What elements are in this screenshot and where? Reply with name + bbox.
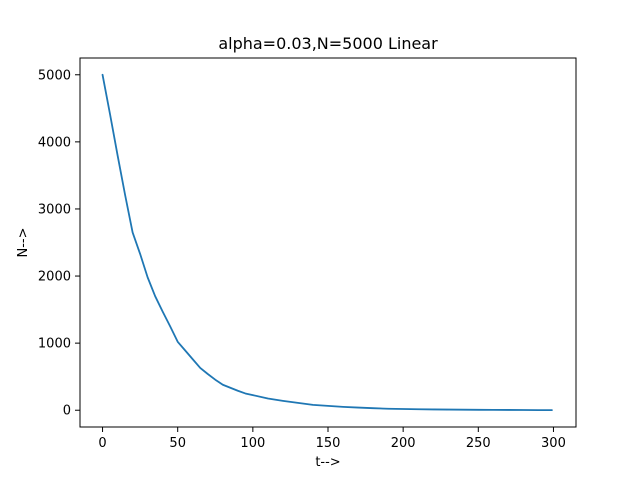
y-tick-label: 5000 <box>38 68 71 83</box>
x-tick-label: 50 <box>169 436 186 451</box>
plot-frame <box>79 57 577 428</box>
x-tick-label: 250 <box>466 436 491 451</box>
x-tick-label: 150 <box>316 436 341 451</box>
y-tick-label: 4000 <box>38 135 71 150</box>
x-tick-label: 300 <box>541 436 566 451</box>
x-tick-label: 100 <box>240 436 265 451</box>
chart-title: alpha=0.03,N=5000 Linear <box>218 34 438 53</box>
y-tick-label: 3000 <box>38 202 71 217</box>
x-tick-label: 200 <box>391 436 416 451</box>
x-axis-label: t--> <box>315 455 340 470</box>
series-line <box>101 73 553 412</box>
y-tick-label: 2000 <box>38 270 71 285</box>
y-axis-label: N--> <box>16 228 31 258</box>
y-tick-label: 1000 <box>38 337 71 352</box>
x-tick-label: 0 <box>98 436 106 451</box>
y-tick-label: 0 <box>63 404 71 419</box>
